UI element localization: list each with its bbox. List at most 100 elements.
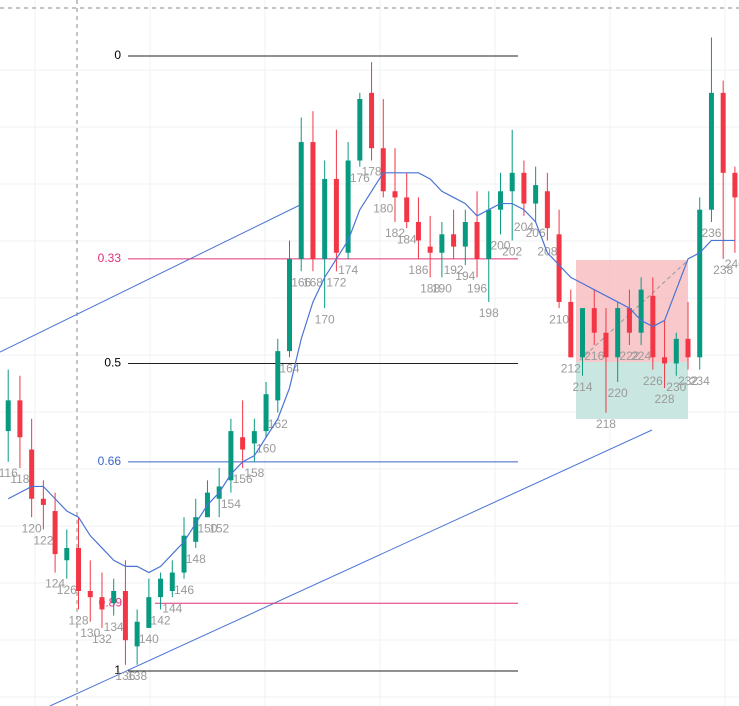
- bar-label: 234: [690, 374, 710, 388]
- candle-body: [568, 301, 574, 358]
- bar-label: 184: [397, 232, 417, 246]
- fib-label: 0.89: [99, 595, 123, 609]
- candle-body: [87, 590, 93, 598]
- bar-label: 154: [221, 497, 241, 511]
- candle-body: [720, 92, 726, 173]
- candle-body: [638, 289, 644, 333]
- candle-body: [509, 172, 515, 192]
- candle-body: [134, 621, 140, 647]
- bar-label: 118: [10, 472, 29, 486]
- candle-body: [462, 222, 468, 247]
- candle-body: [451, 234, 457, 247]
- candle-body: [99, 597, 105, 610]
- candle-body: [708, 92, 714, 210]
- candle-body: [486, 209, 492, 259]
- bar-label: 174: [338, 263, 358, 277]
- candle-body: [310, 142, 316, 259]
- bar-label: 226: [643, 374, 663, 388]
- candle-body: [263, 394, 269, 432]
- position-line: [579, 261, 687, 361]
- candle-body: [322, 178, 328, 259]
- candle-body: [369, 92, 375, 149]
- bar-label: 168: [303, 275, 323, 289]
- bar-label: 130: [80, 626, 100, 640]
- candle-body: [40, 498, 46, 505]
- bar-label: 228: [655, 392, 675, 406]
- candle-body: [5, 400, 11, 432]
- candle-body: [111, 590, 117, 604]
- bar-label: 176: [350, 171, 370, 185]
- candle-body: [732, 172, 738, 198]
- bar-label: 178: [362, 165, 382, 179]
- bar-label: 186: [408, 263, 428, 277]
- bar-label: 222: [619, 349, 639, 363]
- bar-label: 152: [209, 521, 229, 535]
- bar-label: 230: [666, 380, 686, 394]
- fib-label: 0: [114, 48, 121, 62]
- bar-label: 210: [549, 312, 569, 326]
- bar-label: 216: [584, 349, 604, 363]
- candle-body: [603, 332, 609, 358]
- candle-body: [439, 234, 445, 253]
- candle-body: [181, 535, 187, 573]
- bar-label: 150: [197, 521, 217, 535]
- fib-label: 0.33: [98, 251, 122, 265]
- bar-label: 122: [33, 534, 53, 548]
- bar-label: 148: [186, 552, 206, 566]
- candle-body: [533, 185, 539, 204]
- bar-label: 146: [174, 583, 194, 597]
- candle-body: [474, 222, 480, 259]
- candle-body: [275, 351, 281, 401]
- bar-label: 196: [467, 282, 487, 296]
- bar-label: 142: [151, 614, 171, 628]
- bar-label: 144: [162, 601, 182, 615]
- bar-label: 224: [631, 349, 651, 363]
- candle-body: [673, 338, 679, 364]
- bar-label: 126: [57, 583, 77, 597]
- bar-label: 170: [315, 312, 335, 326]
- candle-body: [228, 431, 234, 481]
- bar-label: 128: [69, 614, 89, 628]
- bar-label: 124: [45, 577, 65, 591]
- candle-body: [146, 597, 152, 628]
- fib-label: 0.66: [98, 454, 122, 468]
- candle-body: [521, 172, 527, 204]
- bar-label: 212: [561, 361, 581, 375]
- bar-label: 136: [115, 669, 135, 683]
- bar-label: 200: [490, 238, 510, 252]
- bar-label: 194: [455, 269, 475, 283]
- channel-upper: [0, 204, 301, 353]
- bar-label: 190: [432, 282, 452, 296]
- candle-body: [29, 449, 35, 499]
- bar-label: 206: [526, 226, 546, 240]
- fib-label: 0.5: [104, 356, 121, 370]
- bar-label: 192: [444, 263, 464, 277]
- candle-body: [52, 511, 58, 555]
- candle-body: [357, 99, 363, 161]
- bar-label: 116: [0, 466, 18, 480]
- candle-body: [333, 178, 339, 253]
- bar-label: 140: [139, 632, 159, 646]
- bar-label: 214: [573, 380, 593, 394]
- candle-body: [427, 246, 433, 253]
- candle-body: [345, 160, 351, 253]
- candle-body: [591, 308, 597, 333]
- candle-body: [685, 338, 691, 358]
- channel-lower: [49, 429, 653, 706]
- candle-body: [287, 258, 293, 352]
- bar-label: 180: [373, 202, 393, 216]
- candle-body: [17, 400, 23, 438]
- bar-label: 132: [92, 632, 112, 646]
- candle-body: [158, 578, 164, 598]
- bar-label: 238: [713, 263, 733, 277]
- bar-label: 134: [104, 620, 124, 634]
- candle-body: [76, 547, 82, 591]
- bar-label: 120: [22, 521, 42, 535]
- fib-label: 1: [114, 663, 121, 677]
- candle-body: [122, 590, 128, 641]
- bar-label: 198: [479, 306, 499, 320]
- bar-label: 240: [725, 257, 739, 271]
- bar-label: 232: [678, 374, 698, 388]
- candle-body: [64, 547, 70, 561]
